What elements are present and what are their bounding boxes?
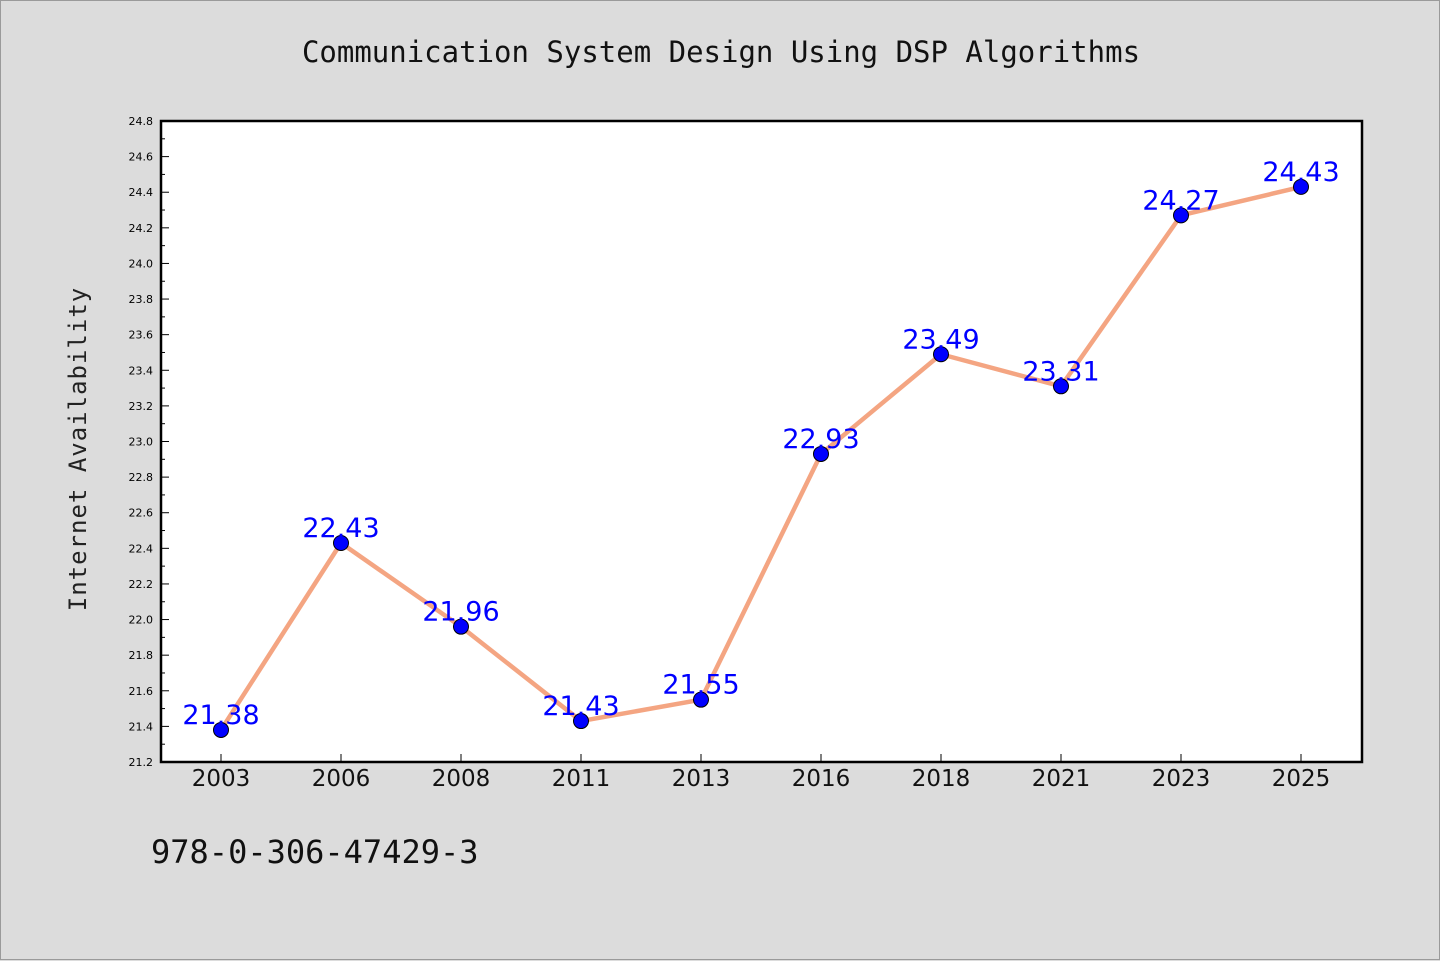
data-point (1053, 378, 1069, 395)
data-point (693, 691, 709, 708)
y-tick-label: 23.4 (129, 364, 154, 377)
data-label: 24.27 (1142, 185, 1219, 216)
y-tick-label: 22.4 (129, 542, 154, 555)
y-tick-label: 21.6 (129, 685, 154, 698)
data-point (573, 713, 589, 730)
data-point (1293, 178, 1309, 195)
y-tick-label: 22.2 (129, 578, 154, 591)
data-point (213, 721, 229, 738)
data-point (1173, 207, 1189, 224)
x-tick-label: 2006 (312, 766, 371, 792)
x-tick-label: 2021 (1032, 766, 1091, 792)
y-tick-label: 23.8 (129, 293, 154, 306)
y-tick-label: 24.4 (129, 186, 154, 199)
data-point (453, 618, 469, 635)
y-tick-label: 22.6 (129, 507, 154, 520)
y-tick-label: 22.0 (129, 614, 154, 627)
data-label: 21.43 (542, 691, 619, 722)
data-label: 21.96 (422, 597, 499, 628)
data-label: 24.43 (1262, 157, 1339, 188)
x-tick-label: 2013 (672, 766, 731, 792)
y-tick-label: 24.6 (129, 151, 154, 164)
y-tick-label: 24.8 (129, 115, 154, 128)
x-tick-label: 2016 (792, 766, 851, 792)
x-tick-label: 2003 (192, 766, 251, 792)
chart-title: Communication System Design Using DSP Al… (301, 35, 1141, 69)
data-label: 22.43 (302, 513, 379, 544)
data-label: 21.55 (662, 670, 739, 701)
data-label: 21.38 (182, 700, 259, 731)
y-tick-label: 21.2 (129, 756, 154, 769)
data-label: 23.31 (1022, 356, 1099, 387)
data-label: 23.49 (902, 324, 979, 355)
x-tick-label: 2023 (1152, 766, 1211, 792)
x-tick-label: 2011 (552, 766, 611, 792)
series-line (218, 184, 1304, 733)
y-tick-label: 23.6 (129, 329, 154, 342)
y-tick-label: 21.8 (129, 649, 154, 662)
y-tick-label: 21.4 (129, 720, 154, 733)
data-label: 22.93 (782, 424, 859, 455)
data-point (333, 534, 349, 551)
data-point (933, 346, 949, 363)
y-tick-label: 23.0 (129, 436, 154, 449)
x-tick-label: 2008 (432, 766, 491, 792)
data-point (813, 445, 829, 462)
y-tick-label: 23.2 (129, 400, 154, 413)
y-tick-label: 24.0 (129, 257, 154, 270)
y-tick-label: 22.8 (129, 471, 154, 484)
plot-area (159, 119, 1364, 764)
x-tick-label: 2025 (1272, 766, 1331, 792)
x-tick-label: 2018 (912, 766, 971, 792)
isbn-text: 978-0-306-47429-3 (151, 833, 479, 871)
y-tick-label: 24.2 (129, 222, 154, 235)
